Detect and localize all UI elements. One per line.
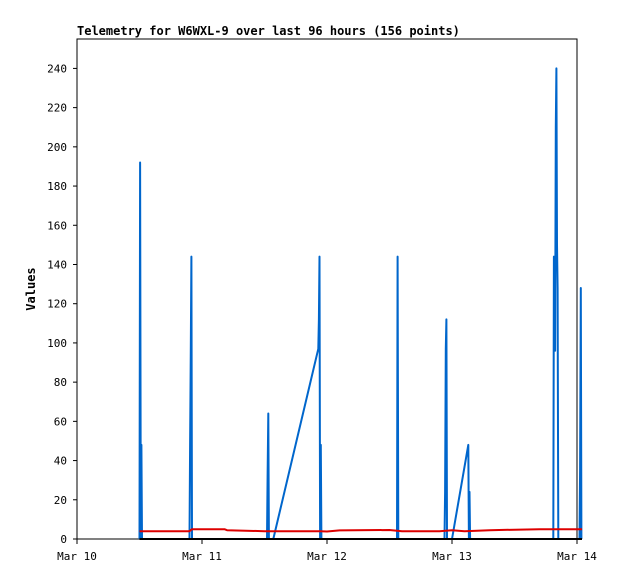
y-tick-label: 140	[47, 258, 67, 271]
y-tick-label: 20	[54, 494, 67, 507]
y-tick-label: 160	[47, 219, 67, 232]
y-tick-label: 40	[54, 455, 67, 468]
series-line-1	[138, 67, 583, 540]
y-tick-label: 60	[54, 415, 67, 428]
x-tick-label: Mar 13	[432, 550, 472, 563]
series-line-2	[139, 528, 582, 533]
y-axis-label: Values	[24, 267, 38, 310]
y-tick-label: 200	[47, 141, 67, 154]
y-tick-label: 100	[47, 337, 67, 350]
y-tick-label: 120	[47, 298, 67, 311]
x-tick-label: Mar 11	[182, 550, 222, 563]
x-tick-label: Mar 10	[57, 550, 97, 563]
y-tick-label: 220	[47, 102, 67, 115]
y-tick-label: 180	[47, 180, 67, 193]
y-tick-label: 80	[54, 376, 67, 389]
x-tick-label: Mar 14	[557, 550, 597, 563]
chart-title: Telemetry for W6WXL-9 over last 96 hours…	[77, 24, 460, 38]
x-tick-label: Mar 12	[307, 550, 347, 563]
plot-frame	[76, 38, 578, 540]
y-tick-label: 0	[60, 533, 67, 546]
plot-area: 0 20 40 60 80 100 120 140 160 180 200 220 240 Mar 10 M…	[47, 38, 597, 563]
y-tick-label: 240	[47, 62, 67, 75]
